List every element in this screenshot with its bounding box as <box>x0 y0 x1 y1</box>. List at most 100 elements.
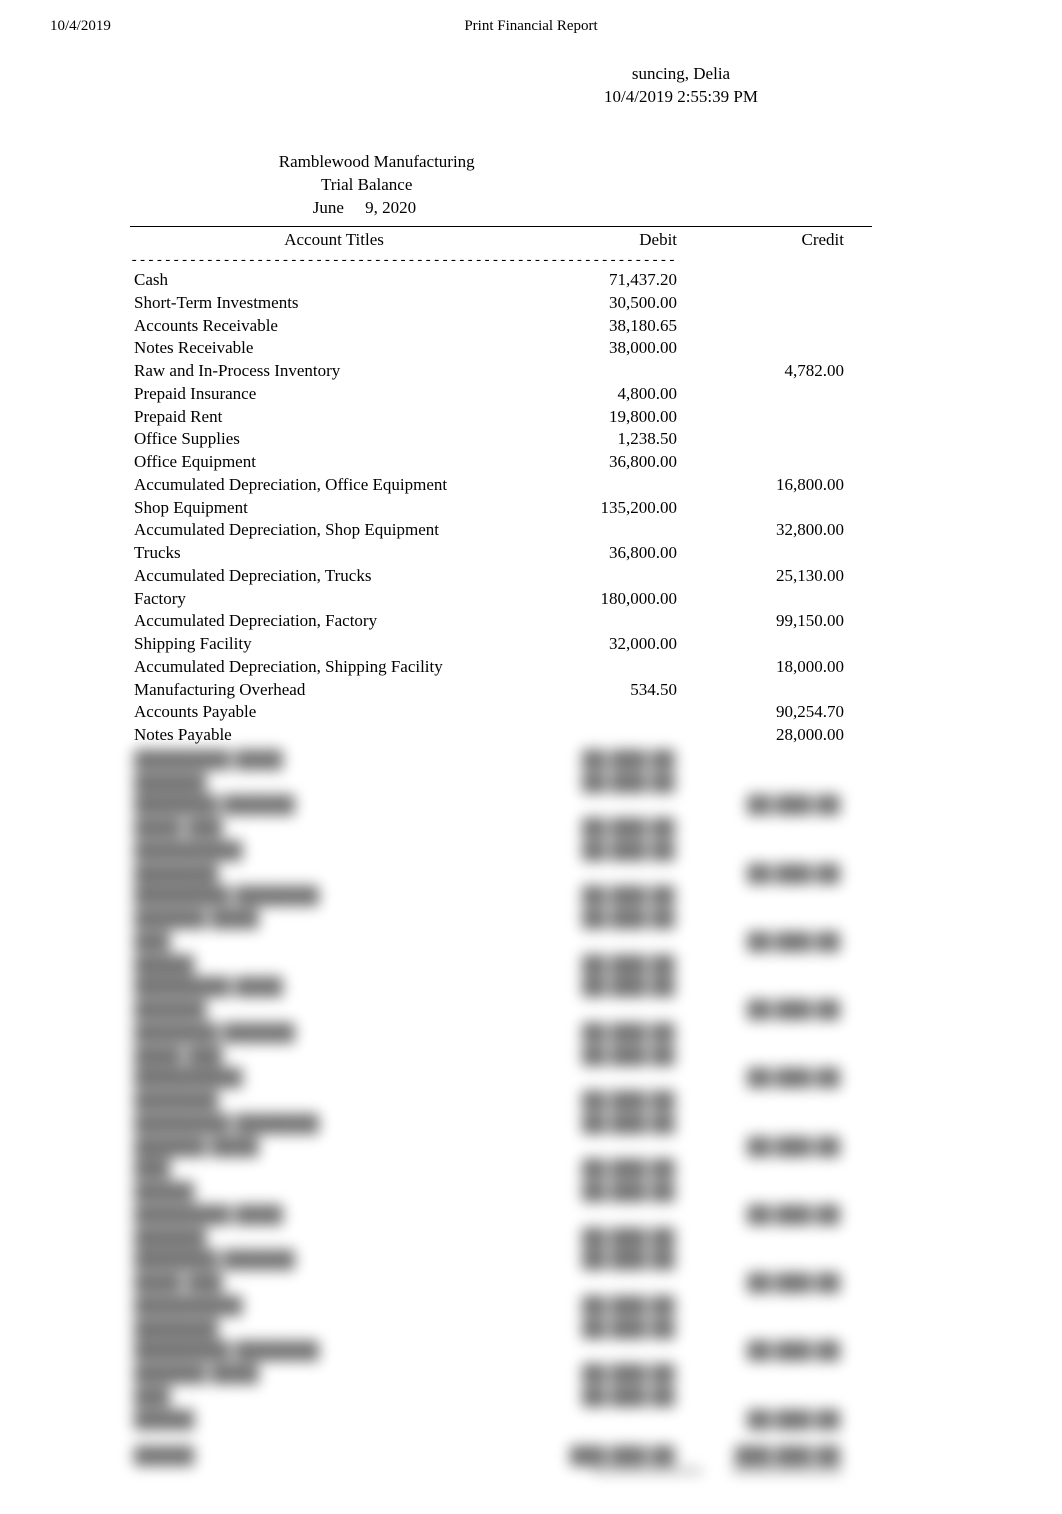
obscured-row: ███████████,███.██ <box>130 839 872 862</box>
debit-cell <box>538 701 705 724</box>
obscured-row: ████████ ██████,███.██ <box>130 1203 872 1226</box>
account-title-cell: Accumulated Depreciation, Trucks <box>130 564 538 587</box>
credit-cell: 4,782.00 <box>705 360 872 383</box>
debit-cell <box>538 360 705 383</box>
account-title-cell: Prepaid Rent <box>130 405 538 428</box>
trial-balance-table-wrap: Account Titles Debit Credit ------------… <box>130 226 872 747</box>
report-title-block: Ramblewood Manufacturing Trial Balance J… <box>50 151 1012 220</box>
table-row: Accumulated Depreciation, Factory 99,150.… <box>130 610 872 633</box>
account-title-cell: Shipping Facility <box>130 633 538 656</box>
credit-cell <box>705 291 872 314</box>
obscured-row: ████ █████,███.██ <box>130 817 872 840</box>
obscured-row: ██████ ██████,███.██ <box>130 908 872 931</box>
table-row: Accumulated Depreciation, Shipping Facil… <box>130 655 872 678</box>
page-header: 10/4/2019 Print Financial Report <box>50 18 1012 35</box>
account-title-cell: Accounts Receivable <box>130 314 538 337</box>
credit-cell: 16,800.00 <box>705 473 872 496</box>
account-title-cell: Trucks <box>130 542 538 565</box>
col-debit: Debit <box>538 227 705 253</box>
dash-rule-text: ----------------------------------------… <box>130 253 872 269</box>
credit-cell <box>705 633 872 656</box>
table-row: Shop Equipment135,200.00 <box>130 496 872 519</box>
credit-cell: 90,254.70 <box>705 701 872 724</box>
credit-cell <box>705 405 872 428</box>
obscured-row: █████,███.██ <box>130 930 872 953</box>
debit-cell: 30,500.00 <box>538 291 705 314</box>
obscured-row: ████████,███.██ <box>130 999 872 1022</box>
account-title-cell: Short-Term Investments <box>130 291 538 314</box>
table-row: Accumulated Depreciation, Trucks 25,130.0… <box>130 564 872 587</box>
obscured-row: ██████ ██████,███.██ <box>130 1363 872 1386</box>
account-title-cell: Shop Equipment <box>130 496 538 519</box>
credit-cell: 32,800.00 <box>705 519 872 542</box>
credit-cell <box>705 314 872 337</box>
period-suffix: 9, 2020 <box>365 198 416 217</box>
credit-cell <box>705 451 872 474</box>
obscured-row: ████████ █████████,███.██ <box>130 1340 872 1363</box>
page: 10/4/2019 Print Financial Report suncing… <box>0 0 1062 1514</box>
debit-cell: 135,200.00 <box>538 496 705 519</box>
account-title-cell: Accumulated Depreciation, Shipping Facil… <box>130 655 538 678</box>
table-row: Accumulated Depreciation, Office Equipme… <box>130 473 872 496</box>
debit-cell: 71,437.20 <box>538 269 705 292</box>
obscured-row: ████████ ██████,███.██ <box>130 976 872 999</box>
obscured-row: ███████,███.██ <box>130 1181 872 1204</box>
debit-cell: 180,000.00 <box>538 587 705 610</box>
table-row: Notes Receivable38,000.00 <box>130 337 872 360</box>
table-row: Prepaid Rent19,800.00 <box>130 405 872 428</box>
obscured-row: ███████████,███.██ <box>130 1294 872 1317</box>
table-row: Manufacturing Overhead534.50 <box>130 678 872 701</box>
obscured-row: ████████ █████████,███.██ <box>130 1112 872 1135</box>
obscured-row: █████████,███.██ <box>130 1317 872 1340</box>
dash-rule: ----------------------------------------… <box>130 253 872 269</box>
account-title-cell: Prepaid Insurance <box>130 382 538 405</box>
table-row: Accounts Receivable38,180.65 <box>130 314 872 337</box>
table-row: Trucks36,800.00 <box>130 542 872 565</box>
debit-cell <box>538 473 705 496</box>
account-title-cell: Factory <box>130 587 538 610</box>
obscured-row: ███████████,███.██ <box>130 1067 872 1090</box>
credit-cell <box>705 428 872 451</box>
col-account-titles: Account Titles <box>130 227 538 253</box>
obscured-row: █████████,███.██ <box>130 1090 872 1113</box>
report-meta: suncing, Delia 10/4/2019 2:55:39 PM <box>50 63 1012 109</box>
obscured-row: ███████,███.██ <box>130 953 872 976</box>
obscured-row: ████████ █████████,███.██ <box>130 885 872 908</box>
debit-cell: 534.50 <box>538 678 705 701</box>
statement-name-text: Trial Balance <box>321 175 412 194</box>
obscured-row: █████████,███.██ <box>130 862 872 885</box>
obscured-row: ███████ ████████,███.██ <box>130 1249 872 1272</box>
company-name: Ramblewood Manufacturing <box>215 151 1012 174</box>
credit-cell <box>705 269 872 292</box>
header-title: Print Financial Report <box>464 18 597 35</box>
obscured-row: ████ █████,███.██ <box>130 1272 872 1295</box>
debit-cell <box>538 564 705 587</box>
period-line: June 9, 2020 <box>215 197 1012 220</box>
debit-cell <box>538 519 705 542</box>
obscured-row: ██████ ██████,███.██ <box>130 1135 872 1158</box>
table-row: Shipping Facility32,000.00 <box>130 633 872 656</box>
trial-balance-table: Account Titles Debit Credit ------------… <box>130 226 872 747</box>
trial-balance-body: Cash71,437.20Short-Term Investments30,50… <box>130 269 872 747</box>
account-title-cell: Notes Payable <box>130 724 538 747</box>
company-name-text: Ramblewood Manufacturing <box>279 152 475 171</box>
credit-cell: 25,130.00 <box>705 564 872 587</box>
credit-cell <box>705 382 872 405</box>
header-date: 10/4/2019 <box>50 18 111 35</box>
obscured-row: █████,███.██ <box>130 1385 872 1408</box>
obscured-row: ███████ ████████,███.██ <box>130 1021 872 1044</box>
column-headers: Account Titles Debit Credit <box>130 227 872 253</box>
table-row: Short-Term Investments30,500.00 <box>130 291 872 314</box>
credit-cell: 28,000.00 <box>705 724 872 747</box>
debit-cell: 36,800.00 <box>538 542 705 565</box>
obscured-row: ███████,███.██ <box>130 1408 872 1431</box>
period-prefix: June <box>313 198 344 217</box>
obscured-row: ████ █████,███.██ <box>130 1044 872 1067</box>
obscured-row: ███████ ████████,███.██ <box>130 794 872 817</box>
account-title-cell: Office Supplies <box>130 428 538 451</box>
obscured-totals-row: ████████,███.█████,███.██ <box>130 1445 872 1468</box>
credit-cell: 99,150.00 <box>705 610 872 633</box>
debit-cell: 36,800.00 <box>538 451 705 474</box>
obscured-row: █████,███.██ <box>130 1158 872 1181</box>
account-title-cell: Accumulated Depreciation, Factory <box>130 610 538 633</box>
